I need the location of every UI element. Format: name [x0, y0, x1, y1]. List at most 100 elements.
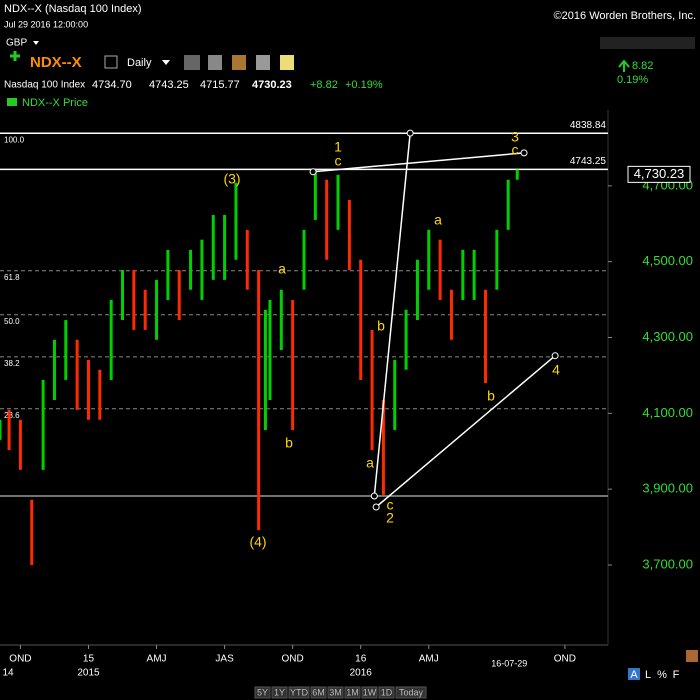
- trend-anchor: [551, 352, 559, 360]
- wave-label: a: [434, 212, 442, 228]
- wave-label: a: [366, 455, 374, 471]
- fib-label: 50.0: [4, 317, 20, 326]
- low: 4715.77: [200, 79, 240, 91]
- price-level-label: 4743.25: [570, 156, 607, 167]
- trend-anchor: [309, 168, 317, 176]
- range-button[interactable]: [310, 686, 327, 699]
- range-button-label[interactable]: 1D: [381, 687, 393, 697]
- add-icon[interactable]: [10, 51, 20, 61]
- window-title: NDX--X (Nasdaq 100 Index): [4, 3, 142, 15]
- symbol[interactable]: NDX--X: [30, 54, 82, 71]
- range-button[interactable]: [254, 686, 271, 699]
- range-button-label[interactable]: 1W: [363, 687, 377, 697]
- year-label: 2015: [77, 668, 100, 679]
- wave-label: 4: [552, 362, 560, 378]
- period[interactable]: Daily: [127, 57, 152, 69]
- pencil-icon[interactable]: [686, 650, 698, 662]
- wave-label: (4): [249, 534, 266, 550]
- period-arrow[interactable]: [162, 60, 170, 65]
- change: +8.82: [310, 79, 338, 91]
- year-label: 14: [2, 668, 14, 679]
- window-buttons[interactable]: [600, 37, 695, 49]
- index-name: Nasdaq 100 Index: [4, 80, 85, 91]
- trend-anchor: [520, 149, 528, 157]
- up-arrow: [618, 59, 630, 72]
- corner-button-bg[interactable]: [628, 668, 640, 680]
- currency-arrow[interactable]: [33, 41, 39, 45]
- trend-line: [373, 133, 411, 497]
- last: 4730.23: [252, 79, 292, 91]
- side-change-pct: 0.19%: [617, 74, 648, 86]
- last-price-label: 4,730.23: [634, 166, 685, 181]
- corner-button[interactable]: A: [630, 669, 638, 681]
- y-tick-label: 4,500.00: [642, 253, 693, 268]
- corner-button[interactable]: %: [657, 669, 667, 681]
- x-tick-label: 15: [83, 654, 95, 665]
- range-button[interactable]: [344, 686, 361, 699]
- range-button-label[interactable]: 3M: [329, 687, 342, 697]
- price-level-label: 4838.84: [570, 120, 607, 131]
- range-button[interactable]: [327, 686, 344, 699]
- range-button-label[interactable]: YTD: [290, 687, 309, 697]
- range-button-label[interactable]: 5Y: [257, 687, 268, 697]
- range-button-label[interactable]: 6M: [312, 687, 325, 697]
- open: 4734.70: [92, 79, 132, 91]
- fib-label: 100.0: [4, 135, 25, 144]
- wave-label: a: [278, 261, 286, 277]
- x-tick-label: 16: [355, 654, 367, 665]
- y-tick-label: 4,100.00: [642, 405, 693, 420]
- x-tick-label: AMJ: [147, 654, 167, 665]
- wave-label: c: [512, 142, 519, 158]
- wave-label: (3): [223, 171, 240, 187]
- legend-label: NDX--X Price: [22, 97, 88, 109]
- legend-swatch: [7, 98, 17, 106]
- range-button-label[interactable]: 1Y: [274, 687, 285, 697]
- icon[interactable]: [208, 55, 222, 70]
- icon[interactable]: [232, 55, 246, 70]
- year-label: 2016: [350, 668, 373, 679]
- last-price-box: [627, 165, 691, 183]
- trend-anchor: [372, 503, 380, 511]
- list-icon[interactable]: [104, 55, 118, 69]
- wave-label: c: [335, 153, 342, 169]
- x-tick-label: AMJ: [419, 654, 439, 665]
- wave-label: c: [387, 497, 394, 513]
- range-button[interactable]: [288, 686, 310, 699]
- fib-label: 38.2: [4, 359, 20, 368]
- icon[interactable]: [256, 55, 270, 70]
- corner-button[interactable]: L: [645, 669, 651, 681]
- trend-anchor: [370, 492, 378, 500]
- y-tick-label: 3,900.00: [642, 481, 693, 496]
- trend-line: [375, 355, 556, 508]
- range-button[interactable]: [378, 686, 395, 699]
- wave-label: b: [285, 435, 293, 451]
- range-button-label[interactable]: 1M: [346, 687, 359, 697]
- side-change: 8.82: [632, 60, 653, 72]
- current-date-label: 16-07-29: [491, 658, 527, 668]
- wave-label: 3: [511, 129, 519, 145]
- range-button-label[interactable]: Today: [399, 687, 424, 697]
- tools-icon[interactable]: [184, 55, 200, 70]
- datetime: Jul 29 2016 12:00:00: [4, 19, 88, 29]
- x-tick-label: OND: [282, 654, 304, 665]
- wave-label: 1: [334, 139, 342, 155]
- trend-line: [313, 152, 525, 173]
- x-tick-label: JAS: [215, 654, 234, 665]
- range-button[interactable]: [361, 686, 378, 699]
- range-button[interactable]: [395, 686, 427, 699]
- trend-anchor: [406, 129, 414, 137]
- fib-label: 61.8: [4, 273, 20, 282]
- corner-button[interactable]: F: [673, 669, 680, 681]
- high: 4743.25: [149, 79, 189, 91]
- icon[interactable]: [280, 55, 294, 70]
- x-tick-label: OND: [9, 654, 31, 665]
- currency[interactable]: GBP: [6, 38, 27, 49]
- wave-label: b: [377, 318, 385, 334]
- range-button[interactable]: [271, 686, 288, 699]
- copyright: ©2016 Worden Brothers, Inc.: [554, 10, 696, 22]
- x-tick-label: OND: [554, 654, 576, 665]
- wave-label: 2: [386, 510, 394, 526]
- fib-label: 23.6: [4, 411, 20, 420]
